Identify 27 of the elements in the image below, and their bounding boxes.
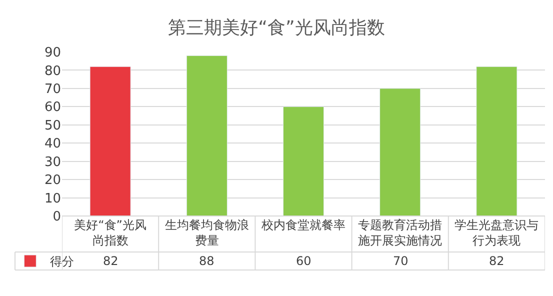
y-tick-label: 70 xyxy=(44,82,61,97)
y-tick-label: 30 xyxy=(44,154,61,170)
data-label: 82 xyxy=(489,254,504,268)
x-tick-label: 生均餐均食物浪费量 xyxy=(164,218,249,248)
y-tick-label: 20 xyxy=(44,173,61,188)
data-label: 82 xyxy=(103,254,118,268)
y-tick-label: 40 xyxy=(44,136,61,152)
bar xyxy=(186,55,228,216)
y-tick-label: 50 xyxy=(44,118,61,134)
y-tick-label: 80 xyxy=(44,64,61,79)
x-tick-label: 美好“食”光风尚指数 xyxy=(74,218,147,248)
x-tick-label: 学生光盘意识与行为表现 xyxy=(454,218,539,248)
data-label: 60 xyxy=(296,254,312,268)
bar xyxy=(476,66,518,216)
x-tick-label: 专题教育活动措施开展实施情况 xyxy=(358,218,442,248)
x-tick-label: 校内食堂就餐率 xyxy=(260,218,346,232)
chart-title: 第三期美好“食”光风尚指数 xyxy=(168,17,385,38)
bar xyxy=(380,88,421,216)
y-tick-label: 90 xyxy=(44,46,61,61)
data-label: 88 xyxy=(199,254,214,268)
y-tick-label: 10 xyxy=(44,191,61,206)
legend-label: 得分 xyxy=(50,254,74,269)
data-label: 70 xyxy=(393,254,408,268)
y-tick-label: 60 xyxy=(44,100,61,116)
bar xyxy=(90,66,131,216)
bar xyxy=(282,106,324,216)
y-tick-label: 0 xyxy=(52,210,61,225)
